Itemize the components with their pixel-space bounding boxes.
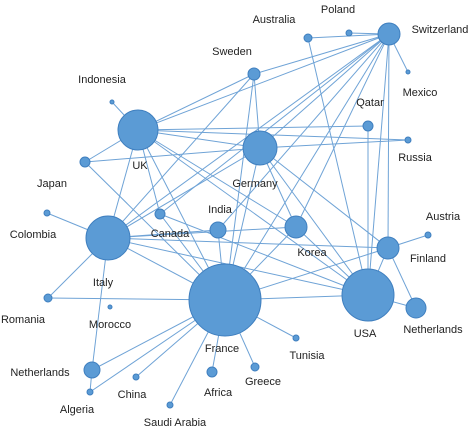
node-label: Switzerland: [412, 24, 469, 36]
edge: [259, 33, 390, 149]
node: [86, 388, 94, 396]
node-label: Sweden: [212, 46, 252, 58]
node: [376, 236, 400, 260]
node: [341, 268, 395, 322]
edge: [259, 139, 409, 149]
edge: [107, 237, 389, 249]
edge: [259, 147, 369, 296]
edge: [137, 129, 297, 228]
node: [404, 136, 412, 144]
node-label: Poland: [321, 4, 355, 16]
node: [292, 334, 300, 342]
edge: [137, 129, 261, 149]
nodes: [43, 22, 432, 409]
node: [85, 215, 131, 261]
node: [132, 373, 140, 381]
node: [166, 401, 174, 409]
edge: [224, 33, 390, 301]
node: [424, 231, 432, 239]
node-label: Indonesia: [78, 74, 127, 86]
node-label: Mexico: [403, 87, 438, 99]
node-label: UK: [132, 160, 148, 172]
node: [107, 304, 113, 310]
node-label: Colombia: [10, 229, 57, 241]
node: [43, 293, 53, 303]
node: [188, 263, 262, 337]
node-label: Germany: [232, 178, 278, 190]
edge: [159, 213, 369, 296]
edge: [137, 125, 369, 131]
node-label: India: [208, 204, 233, 216]
node-label: Japan: [37, 178, 67, 190]
node: [405, 69, 411, 75]
node-label: Greece: [245, 376, 281, 388]
edge: [137, 129, 369, 296]
node: [345, 29, 353, 37]
node-label: Netherlands: [403, 324, 463, 336]
node-label: Canada: [151, 228, 190, 240]
edge: [253, 33, 390, 75]
node-label: Netherlands: [10, 367, 70, 379]
node: [242, 130, 278, 166]
edge: [259, 147, 389, 249]
node-label: Russia: [398, 152, 433, 164]
node-label: France: [205, 343, 239, 355]
node: [109, 99, 115, 105]
node: [247, 67, 261, 81]
node-label: Finland: [410, 253, 446, 265]
node: [284, 215, 308, 239]
node-label: Saudi Arabia: [144, 417, 207, 429]
node: [303, 33, 313, 43]
edge: [307, 37, 369, 296]
node-label: Morocco: [89, 319, 131, 331]
edge: [159, 33, 390, 215]
node-label: Romania: [1, 314, 46, 326]
node: [154, 208, 166, 220]
node-label: Qatar: [356, 97, 384, 109]
edge: [217, 33, 390, 231]
edge: [84, 147, 261, 163]
node-label: Australia: [253, 14, 297, 26]
node: [206, 366, 218, 378]
node: [405, 297, 427, 319]
node-label: Algeria: [60, 404, 95, 416]
node-label: Africa: [204, 387, 233, 399]
node-label: Korea: [297, 247, 327, 259]
edge: [367, 33, 390, 296]
node: [362, 120, 374, 132]
node-label: China: [118, 389, 148, 401]
node: [79, 156, 91, 168]
node: [250, 362, 260, 372]
edge: [107, 73, 255, 239]
node: [209, 221, 227, 239]
edge: [137, 129, 409, 141]
edge: [107, 147, 261, 239]
node-label: USA: [354, 328, 377, 340]
node-label: Italy: [93, 277, 114, 289]
edge: [137, 73, 255, 131]
node: [83, 361, 101, 379]
node: [43, 209, 51, 217]
node: [117, 109, 159, 151]
node-label: Tunisia: [289, 350, 325, 362]
labels: Australia Poland Switzerland Mexico Sweden In…: [1, 4, 468, 429]
edge: [295, 33, 390, 228]
node-label: Austria: [426, 211, 461, 223]
edge: [224, 73, 255, 301]
node: [377, 22, 401, 46]
edge: [137, 33, 390, 131]
